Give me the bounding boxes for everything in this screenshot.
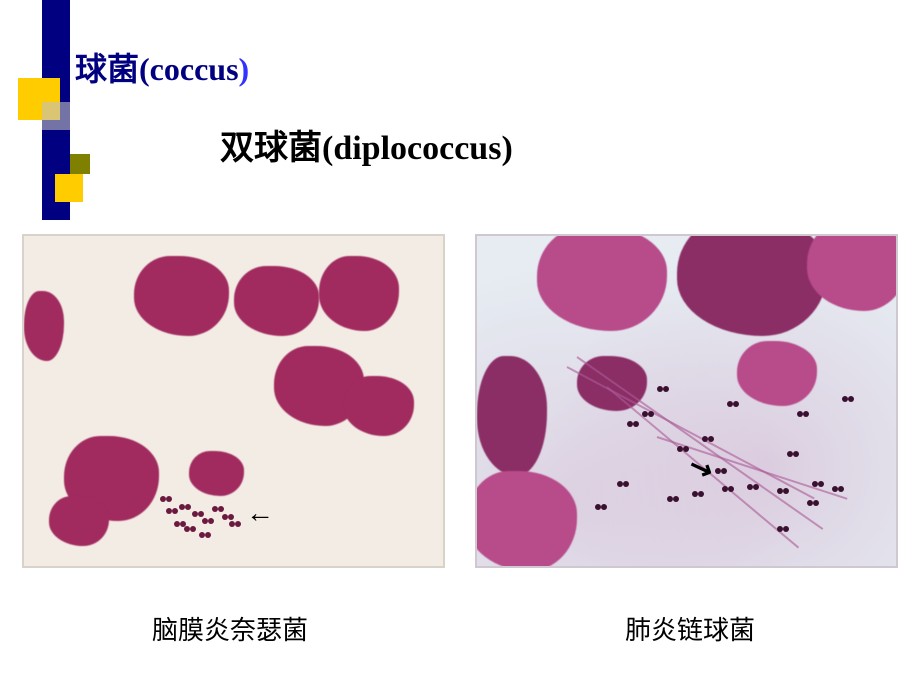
deco-square-yellow-2: [55, 174, 83, 202]
diplococcus-dot: [160, 496, 166, 502]
cell-blob: [24, 291, 64, 361]
diplococcus-dot: [166, 508, 172, 514]
diplococcus-dot: [747, 484, 753, 490]
diplococcus-dot: [677, 446, 683, 452]
diplococcus-dot: [812, 481, 818, 487]
slide-title: 球菌(coccus): [75, 44, 249, 90]
diplococcus-dot: [777, 526, 783, 532]
diplococcus-dot: [702, 436, 708, 442]
diplococcus-dot: [787, 451, 793, 457]
title-chinese: 球菌: [75, 51, 139, 87]
diplococcus-dot: [715, 468, 721, 474]
diplococcus-dot: [617, 481, 623, 487]
diplococcus-dot: [842, 396, 848, 402]
diplococcus-dot: [777, 488, 783, 494]
cell-blob: [737, 341, 817, 406]
title-paren-open: (: [139, 51, 150, 87]
diplococcus-dot: [184, 526, 190, 532]
microscopy-image-left: ←: [22, 234, 445, 568]
diplococcus-dot: [667, 496, 673, 502]
caption-right: 肺炎链球菌: [460, 610, 920, 647]
title-paren-close: ): [239, 51, 250, 87]
cell-blob: [477, 356, 547, 476]
cell-blob: [134, 256, 229, 336]
images-row: ← ↘: [22, 234, 898, 568]
cell-blob: [344, 376, 414, 436]
diplococcus-dot: [797, 411, 803, 417]
pointer-arrow-left: ←: [246, 498, 274, 530]
deco-square-olive: [70, 154, 90, 174]
slide-subtitle: 双球菌(diplococcus): [220, 120, 513, 169]
cell-blob: [189, 451, 244, 496]
caption-left: 脑膜炎奈瑟菌: [0, 610, 460, 647]
diplococcus-dot: [727, 401, 733, 407]
diplococcus-dot: [722, 486, 728, 492]
cell-blob: [475, 471, 577, 568]
diplococcus-dot: [832, 486, 838, 492]
microscopy-image-right: ↘: [475, 234, 898, 568]
diplococcus-dot: [202, 518, 208, 524]
diplococcus-dot: [627, 421, 633, 427]
diplococcus-dot: [657, 386, 663, 392]
diplococcus-dot: [212, 506, 218, 512]
diplococcus-dot: [222, 514, 228, 520]
diplococcus-dot: [174, 521, 180, 527]
diplococcus-dot: [179, 504, 185, 510]
diplococcus-dot: [692, 491, 698, 497]
diplococcus-dot: [229, 521, 235, 527]
cell-blob: [319, 256, 399, 331]
cell-blob: [234, 266, 319, 336]
cell-blob: [49, 496, 109, 546]
diplococcus-dot: [192, 511, 198, 517]
diplococcus-dot: [199, 532, 205, 538]
diplococcus-dot: [595, 504, 601, 510]
captions-row: 脑膜炎奈瑟菌 肺炎链球菌: [0, 610, 920, 647]
deco-square-gray: [42, 102, 70, 130]
diplococcus-dot: [807, 500, 813, 506]
diplococcus-dot: [642, 411, 648, 417]
title-latin: coccus: [150, 51, 239, 87]
